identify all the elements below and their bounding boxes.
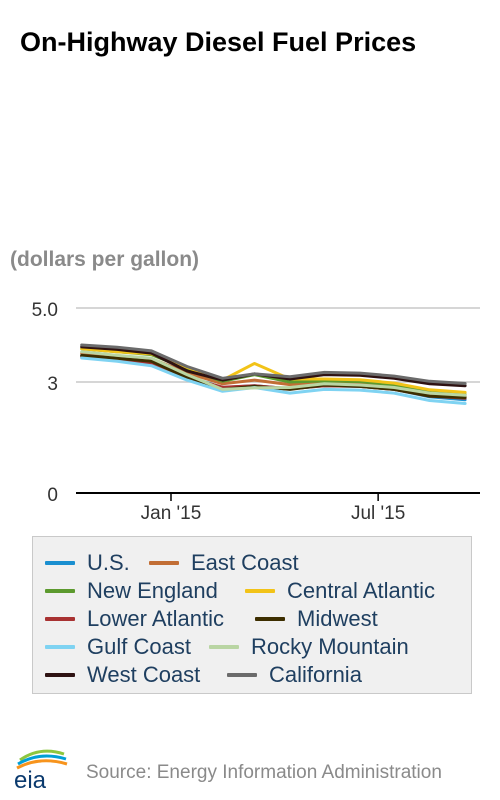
y-tick-label: 5.0 (32, 300, 58, 321)
legend-swatch (209, 645, 239, 649)
legend-swatch (45, 673, 75, 677)
y-tick-label: 0 (47, 485, 58, 506)
legend-item: West Coast (45, 661, 200, 689)
chart-title: On-Highway Diesel Fuel Prices (20, 27, 417, 57)
legend-label: East Coast (191, 550, 299, 575)
legend-swatch (227, 673, 257, 677)
legend-swatch (245, 589, 275, 593)
legend-swatch (45, 561, 75, 565)
legend-item: Rocky Mountain (209, 633, 409, 661)
y-tick-label: 3 (47, 374, 58, 395)
legend-label: Midwest (297, 606, 378, 631)
legend-label: West Coast (87, 662, 201, 687)
legend-swatch (149, 561, 179, 565)
x-tick-label: Jan '15 (141, 503, 202, 524)
legend-label: California (269, 662, 362, 687)
series-line (80, 343, 467, 385)
legend-label: Gulf Coast (87, 634, 191, 659)
line-chart: 0 3 5.0 Jan '15 Jul '15 (32, 300, 480, 524)
series-line (80, 350, 467, 397)
legend-item: Midwest (255, 605, 378, 633)
legend-item: Lower Atlantic (45, 605, 224, 633)
legend-swatch (45, 617, 75, 621)
eia-logo-text: eia (14, 767, 47, 794)
legend-item: Gulf Coast (45, 633, 191, 661)
chart-legend: U.S. East Coast New England Central Atlanti… (32, 536, 472, 694)
legend-item: U.S. (45, 549, 130, 577)
units-label: (dollars per gallon) (10, 248, 200, 271)
legend-label: Rocky Mountain (251, 634, 409, 659)
series-line (80, 356, 467, 405)
legend-label: New England (87, 578, 218, 603)
legend-swatch (45, 589, 75, 593)
legend-label: Central Atlantic (287, 578, 435, 603)
legend-swatch (255, 617, 285, 621)
legend-item: Central Atlantic (245, 577, 435, 605)
legend-label: U.S. (87, 550, 130, 575)
eia-logo: eia (14, 749, 68, 794)
source-note: Source: Energy Information Administratio… (86, 762, 442, 783)
legend-item: East Coast (149, 549, 299, 577)
legend-swatch (45, 645, 75, 649)
x-tick-label: Jul '15 (351, 503, 405, 524)
legend-item: New England (45, 577, 218, 605)
legend-label: Lower Atlantic (87, 606, 224, 631)
legend-item: California (227, 661, 362, 689)
